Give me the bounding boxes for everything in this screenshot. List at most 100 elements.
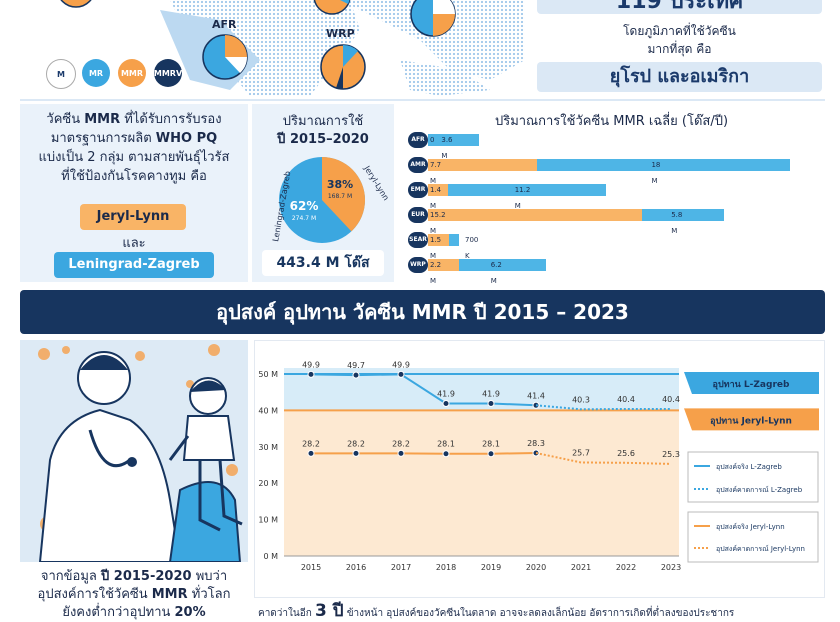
series-point-label: 28.1 (482, 440, 500, 449)
region-badge-afr: AFR (408, 132, 428, 148)
series-point-label: 25.7 (572, 448, 590, 457)
pie-marker-afr (200, 32, 250, 82)
y-tick-label: 0 M (263, 552, 278, 561)
x-tick-label: 2017 (391, 563, 411, 572)
y-tick-label: 20 M (258, 479, 278, 488)
pie-slice-jl (322, 157, 365, 232)
bar-lz-label: 5.8 M (671, 211, 683, 235)
series-point (352, 449, 360, 457)
bar-lz-emr (447, 184, 606, 196)
left-note-line-2: อุปสงค์การใช้วัคซีน MMR ทั่วโลก (37, 587, 231, 602)
bar-lz-label: 700 K (465, 236, 479, 260)
series-point-label: 28.3 (527, 439, 545, 448)
bar-jl-amr (428, 159, 537, 171)
pie-jl-val: 168.7 M (328, 193, 352, 200)
series-point-label: 41.4 (527, 391, 545, 400)
bar-jl-emr (428, 184, 448, 196)
bar-jl-label: 1.5 M (430, 236, 442, 260)
x-tick-label: 2021 (571, 563, 591, 572)
region-badge-wrp: WRP (408, 257, 428, 273)
country-count: 119 ประเทศ (615, 0, 744, 14)
usage-panel: ปริมาณการใช้ ปี 2015–2020 38% 168.7 M 62… (252, 104, 394, 282)
and-label: และ (122, 236, 146, 251)
pie-marker-wrp (318, 42, 368, 92)
bar-jl-eur (428, 209, 643, 221)
legend-mr: MR (82, 59, 110, 87)
bar-jl-label: 7.7 M (430, 161, 442, 185)
supply-label-lz: อุปทาน L-Zagreb (713, 379, 790, 390)
supply-tag-jl (684, 408, 819, 431)
illustration-panel (20, 340, 248, 563)
series-point (397, 370, 405, 378)
pie-jl-pct: 38% (327, 178, 353, 191)
section-banner: อุปสงค์ อุปทาน วัคซีน MMR ปี 2015 – 2023 (20, 290, 825, 334)
series-point (352, 371, 360, 379)
legend-box-jl (687, 511, 819, 563)
legend-label: อุปสงค์จริง L-Zagreb (716, 463, 782, 471)
demand-supply-chart: อุปทาน L-Zagreb อุปทาน Jeryl-Lynn 0 M 10 M 2… (258, 360, 819, 572)
series-line-0 (310, 373, 537, 407)
region-summary: 119 ประเทศ โดยภูมิภาคที่ใช้วัคซีน มากที่… (537, 0, 822, 92)
bar-lz-amr (536, 159, 791, 171)
series-point (442, 399, 450, 407)
who-line-3: แบ่งเป็น 2 กลุ่ม ตามสายพันธุ์ไวรัส (38, 150, 230, 165)
usage-title-2: ปี 2015–2020 (277, 132, 369, 147)
series-point-label: 41.9 (437, 389, 455, 398)
series-point (487, 399, 495, 407)
series-point (307, 449, 315, 457)
bar-lz-eur (642, 209, 725, 221)
bar-lz-label: 18 M (651, 161, 661, 185)
series-point-label: 41.9 (482, 389, 500, 398)
legend-m: M (46, 59, 76, 89)
legend-label: อุปสงค์คาดการณ์ Jeryl-Lynn (716, 545, 805, 553)
region-badge-eur: EUR (408, 207, 428, 223)
region-badge-amr: AMR (408, 157, 428, 173)
who-line-4: ที่ใช้ป้องกันโรคคางทูม คือ (61, 169, 207, 184)
region-caption-2: มากที่สุด คือ (647, 42, 712, 56)
series-point-label: 40.4 (662, 395, 680, 404)
series-point-label: 40.3 (572, 395, 590, 404)
supply-band-jl (284, 410, 679, 556)
region-badge-sear: SEAR (408, 232, 428, 248)
pie-lz-val: 274.7 M (292, 215, 316, 222)
bar-lz-afr (428, 134, 479, 146)
country-count-box: 119 ประเทศ (537, 0, 822, 14)
pie-marker-top-mid (312, 0, 352, 16)
world-map-illustration (20, 0, 525, 96)
x-tick-label: 2015 (301, 563, 321, 572)
usage-total-box: 443.4 M โด๊ส (262, 250, 384, 276)
usage-total: 443.4 M โด๊ส (276, 255, 370, 271)
series-line-3 (535, 452, 672, 465)
left-note-line-1: จากข้อมูล ปี 2015-2020 พบว่า (40, 569, 228, 584)
bar-lz-label: 6.2 M (490, 261, 502, 285)
series-point-label: 25.3 (662, 450, 680, 459)
series-point-label: 40.4 (617, 395, 635, 404)
pie-marker-top-left (56, 0, 96, 10)
legend-mmr: MMR (118, 59, 146, 87)
region-badge-emr: EMR (408, 182, 428, 198)
bar-jl-wrp (428, 259, 460, 271)
pie-lz-pct: 62% (290, 199, 319, 213)
bar-lz-label: 11.2 M (514, 186, 531, 210)
bar-lz-wrp (459, 259, 547, 271)
bar-jl-label: 15.2 M (430, 211, 446, 235)
map-label-wrp: WRP (326, 27, 355, 40)
series-point-label: 28.2 (392, 439, 410, 448)
supply-tag-lz (684, 372, 819, 394)
supply-label-jl: อุปทาน Jeryl-Lynn (710, 415, 792, 426)
y-tick-label: 50 M (258, 370, 278, 379)
series-point-label: 49.7 (347, 361, 365, 370)
top-regions: ยุโรป และอเมริกา (537, 62, 822, 92)
series-point-label: 49.9 (392, 360, 410, 369)
legend-label: อุปสงค์จริง Jeryl-Lynn (716, 523, 785, 531)
who-line-1: วัคซีน MMR ที่ได้รับการรับรอง (46, 112, 222, 127)
doctor-child-illustration (38, 344, 243, 563)
usage-title-1: ปริมาณการใช้ (282, 114, 364, 129)
y-tick-label: 40 M (258, 406, 278, 415)
strain-jeryl-lynn: Jeryl-Lynn (80, 204, 186, 230)
y-tick-label: 10 M (258, 516, 278, 525)
legend-label: อุปสงค์คาดการณ์ L-Zagreb (716, 486, 803, 494)
bottom-note: คาดว่าในอีก 3 ปี ข้างหน้า อุปสงค์ของวัคซ… (258, 601, 735, 620)
x-tick-label: 2016 (346, 563, 366, 572)
series-point (307, 370, 315, 378)
